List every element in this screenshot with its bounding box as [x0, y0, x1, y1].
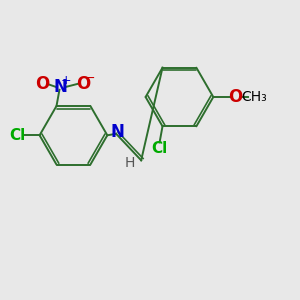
Text: O: O	[76, 75, 90, 93]
Text: H: H	[124, 156, 135, 170]
Text: Cl: Cl	[152, 142, 168, 157]
Text: −: −	[84, 72, 95, 85]
Text: N: N	[111, 123, 124, 141]
Text: Cl: Cl	[9, 128, 25, 143]
Text: N: N	[54, 78, 68, 96]
Text: O: O	[228, 88, 242, 106]
Text: CH₃: CH₃	[241, 90, 267, 104]
Text: O: O	[35, 75, 49, 93]
Text: +: +	[61, 74, 71, 87]
